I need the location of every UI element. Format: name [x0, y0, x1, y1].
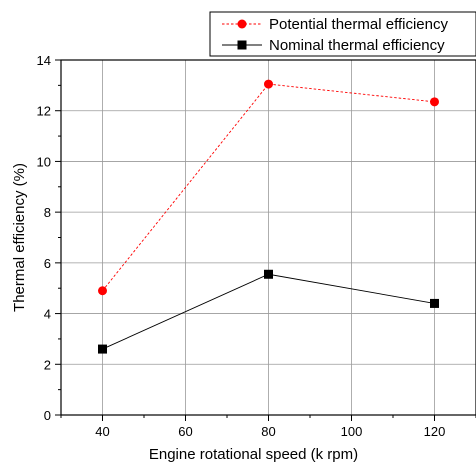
y-tick-label: 12: [37, 104, 51, 119]
marker-point: [430, 298, 439, 308]
series-2: [98, 269, 439, 354]
marker-point: [430, 97, 439, 107]
axis-ticks: 40 60 80 100 120 0 2 4 6 8 10 12 14: [37, 53, 476, 439]
x-axis-title: Engine rotational speed (k rpm): [149, 446, 358, 463]
legend-item: Potential thermal efficiency: [222, 16, 448, 33]
marker-point: [98, 344, 107, 354]
y-tick-label: 8: [44, 205, 51, 220]
legend-box: [209, 11, 476, 57]
y-tick-label: 4: [44, 307, 51, 322]
series-1: [98, 79, 439, 296]
marker-legend: [237, 19, 247, 29]
y-tick-label: 2: [44, 357, 51, 372]
x-tick-label: 120: [424, 424, 446, 439]
legend: Potential thermal efficiency Nominal ther…: [209, 11, 476, 57]
series-lines: [98, 79, 439, 354]
marker-point: [98, 286, 107, 296]
y-tick-label: 14: [37, 53, 51, 68]
y-tick-label: 6: [44, 256, 51, 271]
grid: [61, 60, 476, 415]
legend-label: Nominal thermal efficiency: [269, 37, 445, 54]
y-tick-label: 10: [37, 154, 51, 169]
y-axis-title: Thermal efficiency (%): [11, 163, 28, 312]
x-tick-label: 60: [178, 424, 192, 439]
x-tick-label: 80: [261, 424, 275, 439]
legend-label: Potential thermal efficiency: [269, 16, 448, 33]
y-tick-label: 0: [44, 408, 51, 423]
marker-point: [264, 269, 273, 279]
x-tick-label: 40: [95, 424, 109, 439]
x-tick-label: 100: [341, 424, 363, 439]
legend-item: Nominal thermal efficiency: [222, 37, 445, 54]
marker-point: [264, 79, 273, 89]
marker-legend: [237, 40, 247, 50]
